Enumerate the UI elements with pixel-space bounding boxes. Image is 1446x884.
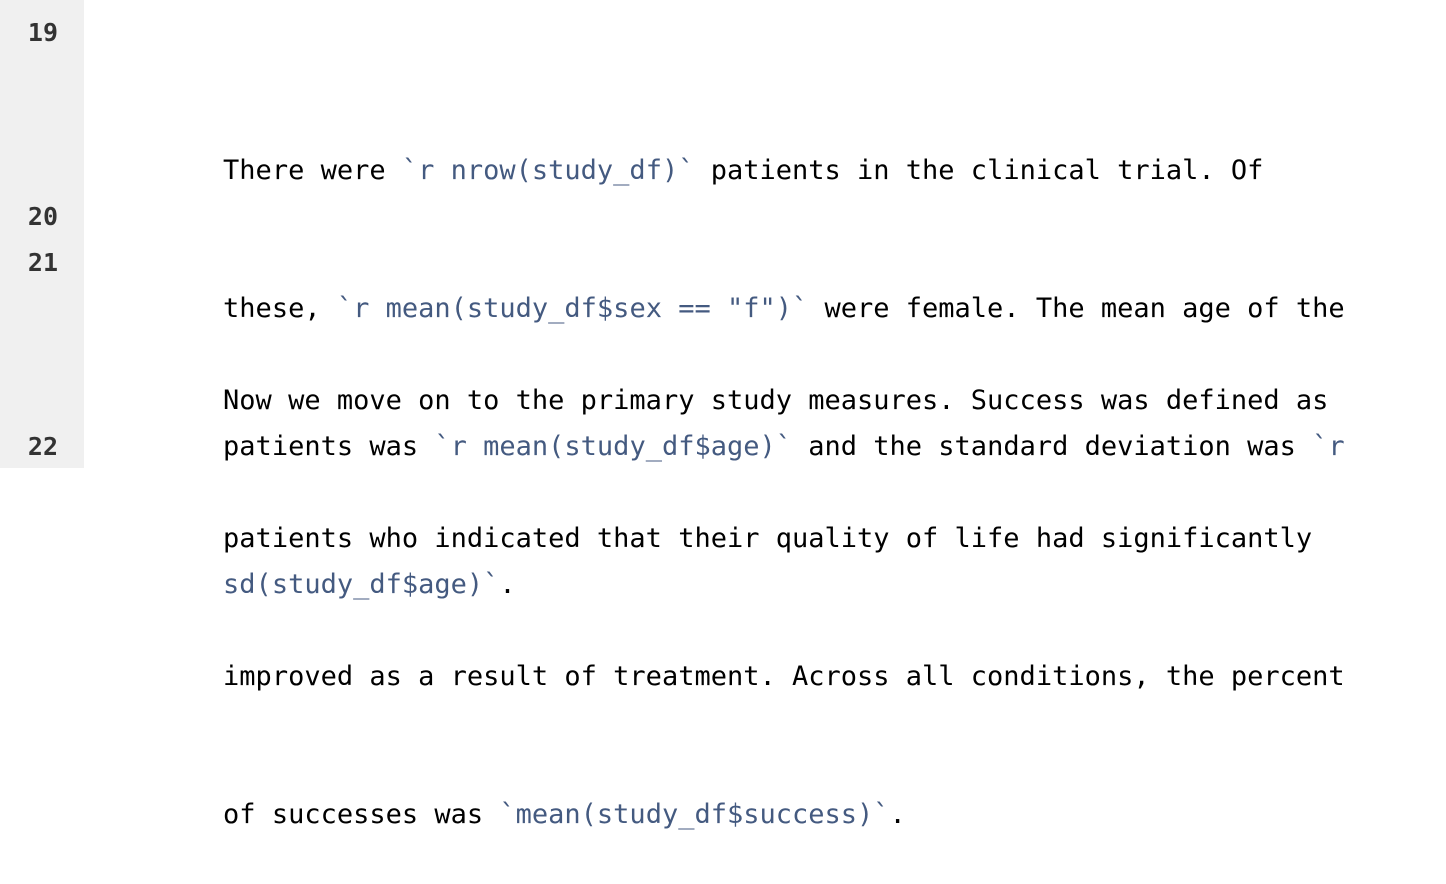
- line-number: 22: [27, 432, 58, 461]
- line-text[interactable]: [93, 424, 1443, 654]
- wrapped-row: There were `r nrow(study_df)` patients i…: [93, 102, 1443, 186]
- inline-code: `mean(study_df$success)`: [499, 799, 890, 830]
- inline-r-code: `r: [1312, 431, 1345, 462]
- line-number-gutter: [0, 0, 84, 468]
- text-segment: Now we move on to the primary study meas…: [223, 385, 1329, 416]
- line-number: 19: [27, 18, 58, 47]
- text-segment: patients in the clinical trial. Of: [694, 155, 1264, 186]
- line-number: 21: [27, 248, 58, 277]
- inline-r-code: `r mean(study_df$sex == "f")`: [336, 293, 809, 324]
- text-segment: .: [889, 799, 906, 830]
- wrapped-row: of successes was `mean(study_df$success)…: [93, 746, 1443, 830]
- wrapped-row: patients was `r mean(study_df$age)` and …: [93, 378, 1443, 462]
- wrapped-row: Now we move on to the primary study meas…: [93, 332, 1443, 416]
- text-segment: were female. The mean age of the: [808, 293, 1345, 324]
- code-editor[interactable]: 19 There were `r nrow(study_df)` patient…: [0, 0, 1446, 830]
- wrapped-row: these, `r mean(study_df$sex == "f")` wer…: [93, 240, 1443, 324]
- inline-r-code: `r nrow(study_df)`: [401, 155, 695, 186]
- text-segment: There were: [223, 155, 402, 186]
- text-segment: improved as a result of treatment. Acros…: [223, 661, 1345, 692]
- text-segment: of successes was: [223, 799, 500, 830]
- inline-r-code: `r mean(study_df$age)`: [434, 431, 792, 462]
- line-number: 20: [27, 202, 58, 231]
- text-segment: patients was: [223, 431, 435, 462]
- empty-row: [93, 516, 1443, 562]
- text-segment: these,: [223, 293, 337, 324]
- text-segment: and the standard deviation was: [792, 431, 1313, 462]
